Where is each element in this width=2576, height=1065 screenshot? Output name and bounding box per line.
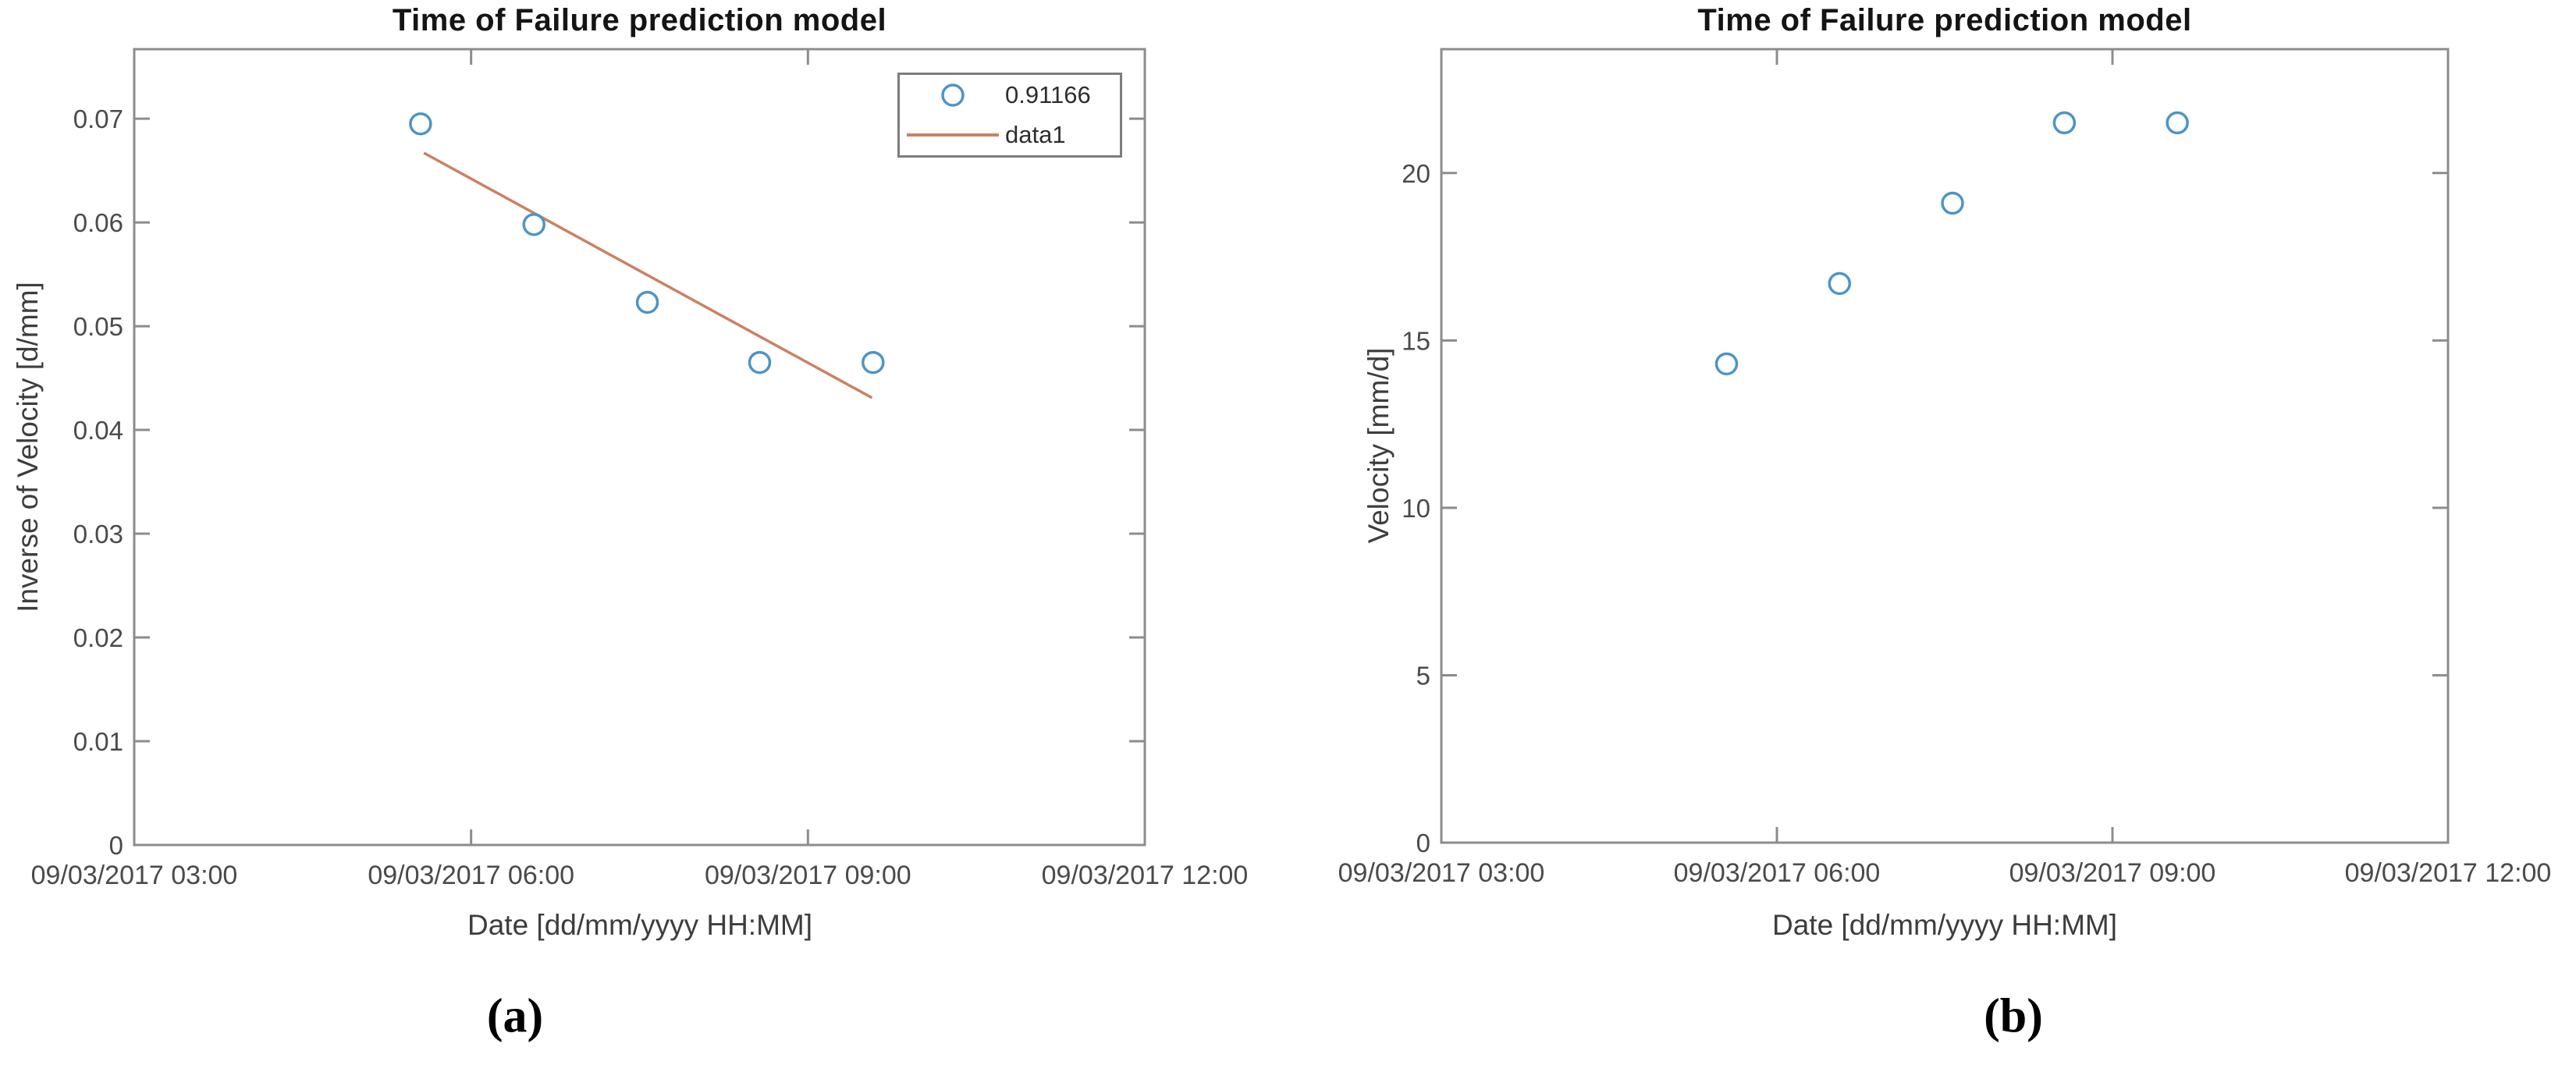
chart-a-data-point	[409, 112, 432, 136]
chart-b-x-tick-label: 09/03/2017 12:00	[2345, 858, 2552, 888]
chart-b-title: Time of Failure prediction model	[1697, 3, 2192, 37]
chart-a-title: Time of Failure prediction model	[392, 3, 887, 37]
chart-b-x-tick-label: 09/03/2017 06:00	[1674, 858, 1881, 888]
legend-label-line: data1	[1005, 120, 1066, 148]
chart-a-x-axis-label: Date [dd/mm/yyyy HH:MM]	[467, 909, 812, 941]
chart-a-trend-line	[423, 151, 873, 399]
chart-a-y-tick-label: 0.04	[73, 416, 123, 445]
chart-a-y-tick-label: 0.05	[73, 312, 123, 341]
legend-row-scatter: 0.91166	[900, 76, 1120, 114]
chart-b-x-axis-label: Date [dd/mm/yyyy HH:MM]	[1772, 909, 2117, 941]
chart-a-y-tick-label: 0.07	[73, 105, 123, 133]
chart-b-y-axis-label: Velocity [mm/d]	[1363, 347, 1395, 544]
chart-a-axes-box	[133, 48, 1146, 847]
chart-a-y-tick-label: 0.03	[73, 520, 123, 548]
chart-a-x-tick-label: 09/03/2017 06:00	[368, 861, 574, 890]
chart-a-data-point	[748, 350, 772, 375]
chart-a-y-axis-label: Inverse of Velocity [d/mm]	[12, 282, 44, 612]
chart-a-y-tick-label: 0.02	[73, 623, 123, 652]
chart-b-y-tick-label: 15	[1402, 326, 1430, 355]
chart-b-data-point	[2052, 111, 2077, 135]
subfigure-caption-b: (b)	[1984, 989, 2043, 1043]
chart-a-data-point	[522, 212, 545, 236]
chart-b-data-point	[1714, 352, 1739, 376]
chart-b-y-tick-label: 20	[1402, 159, 1430, 188]
chart-a-x-tick-label: 09/03/2017 09:00	[705, 861, 911, 890]
chart-a-y-tick-label: 0.01	[73, 727, 123, 756]
chart-b-y-tick-label: 5	[1416, 661, 1430, 690]
chart-b-y-tick-label: 10	[1402, 494, 1430, 523]
line-marker-icon	[900, 133, 1005, 137]
chart-a-data-point	[635, 290, 659, 314]
chart-a-y-tick-label: 0.06	[73, 208, 123, 237]
subfigure-caption-a: (a)	[486, 989, 544, 1043]
legend-label-scatter: 0.91166	[1005, 81, 1091, 109]
chart-b-x-tick-label: 09/03/2017 03:00	[1338, 858, 1545, 888]
chart-b-data-point	[1828, 272, 1852, 296]
chart-a-legend: 0.91166 data1	[897, 73, 1122, 158]
chart-a-data-point	[862, 350, 885, 375]
chart-b-axes-box	[1440, 48, 2450, 844]
chart-b-y-tick-label: 0	[1416, 829, 1430, 857]
legend-row-line: data1	[900, 116, 1120, 154]
chart-b-x-tick-label: 09/03/2017 09:00	[2009, 858, 2216, 888]
chart-a-x-tick-label: 09/03/2017 12:00	[1042, 861, 1249, 890]
chart-b-data-point	[2166, 111, 2189, 135]
chart-a-x-tick-label: 09/03/2017 03:00	[31, 861, 238, 890]
chart-a-y-tick-label: 0	[109, 831, 123, 860]
scatter-marker-icon	[900, 82, 1005, 108]
chart-b-data-point	[1941, 191, 1964, 215]
